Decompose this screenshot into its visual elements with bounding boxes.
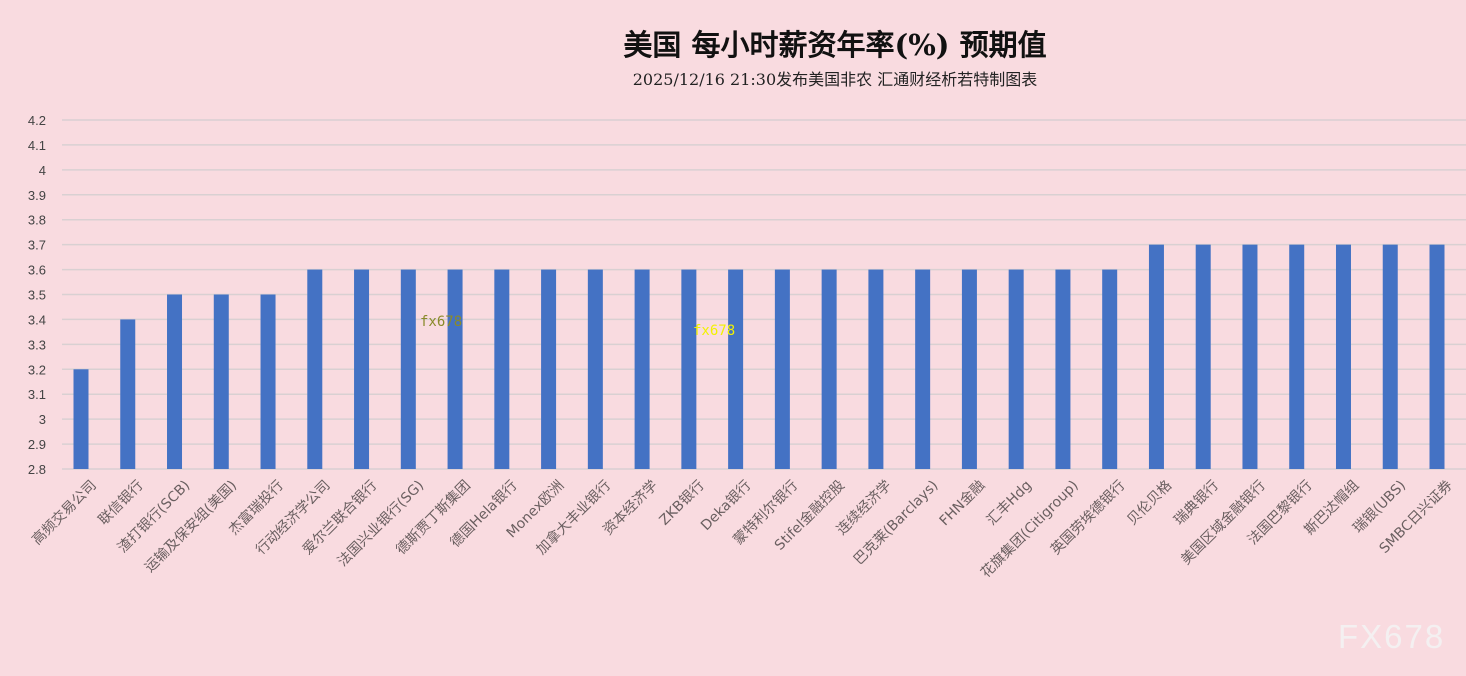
- y-tick-label: 4: [39, 163, 46, 178]
- y-tick-label: 4.2: [28, 113, 46, 128]
- bar: [915, 269, 931, 469]
- y-tick-label: 3.4: [28, 312, 46, 327]
- watermark-text: fx678: [420, 314, 463, 330]
- chart-title: 美国 每小时薪资年率(%) 预期值: [623, 28, 1047, 62]
- x-tick-label: 法国兴业银行(SG): [335, 478, 427, 570]
- bar: [868, 269, 884, 469]
- chart-subtitle: 2025/12/16 21:30发布美国非农 汇通财经析若特制图表: [632, 70, 1038, 89]
- bar: [961, 269, 977, 469]
- bar: [1102, 269, 1118, 469]
- x-tick-label: FHN金融: [937, 478, 989, 530]
- bar: [634, 269, 650, 469]
- x-tick-label: 贝伦贝格: [1124, 478, 1175, 529]
- bar: [167, 294, 183, 469]
- y-tick-label: 3: [39, 412, 46, 427]
- bar: [494, 269, 510, 469]
- bar: [307, 269, 323, 469]
- y-tick-label: 3.3: [28, 337, 46, 352]
- y-tick-label: 4.1: [28, 138, 46, 153]
- bar: [774, 269, 790, 469]
- bar: [541, 269, 557, 469]
- bar: [1242, 244, 1258, 469]
- y-tick-label: 2.8: [28, 462, 46, 477]
- bar: [1289, 244, 1305, 469]
- y-tick-label: 3.7: [28, 238, 46, 253]
- bar: [260, 294, 276, 469]
- bar: [354, 269, 370, 469]
- y-tick-label: 3.5: [28, 288, 46, 303]
- bar: [120, 319, 136, 469]
- bar: [1382, 244, 1398, 469]
- x-tick-label: 巴克莱(Barclays): [851, 478, 942, 569]
- bar: [587, 269, 603, 469]
- bar: [728, 269, 744, 469]
- bar: [1335, 244, 1351, 469]
- bar: [681, 269, 697, 469]
- bar: [1195, 244, 1211, 469]
- bar: [1148, 244, 1164, 469]
- bar: [73, 369, 89, 469]
- watermark-text: fx678: [693, 323, 736, 339]
- x-tick-label: 高频交易公司: [28, 477, 99, 548]
- y-tick-label: 3.6: [28, 263, 46, 278]
- x-tick-label: 美国区域金融银行: [1178, 478, 1269, 569]
- bar: [213, 294, 229, 469]
- bar: [1429, 244, 1445, 469]
- bar: [1055, 269, 1071, 469]
- y-tick-label: 3.1: [28, 387, 46, 402]
- bar: [447, 269, 463, 469]
- bar: [400, 269, 416, 469]
- watermark-logo: FX678: [1338, 618, 1446, 655]
- y-tick-label: 3.2: [28, 362, 46, 377]
- y-tick-label: 3.8: [28, 213, 46, 228]
- bar: [821, 269, 837, 469]
- y-tick-label: 2.9: [28, 437, 46, 452]
- bar: [1008, 269, 1024, 469]
- y-tick-label: 3.9: [28, 188, 46, 203]
